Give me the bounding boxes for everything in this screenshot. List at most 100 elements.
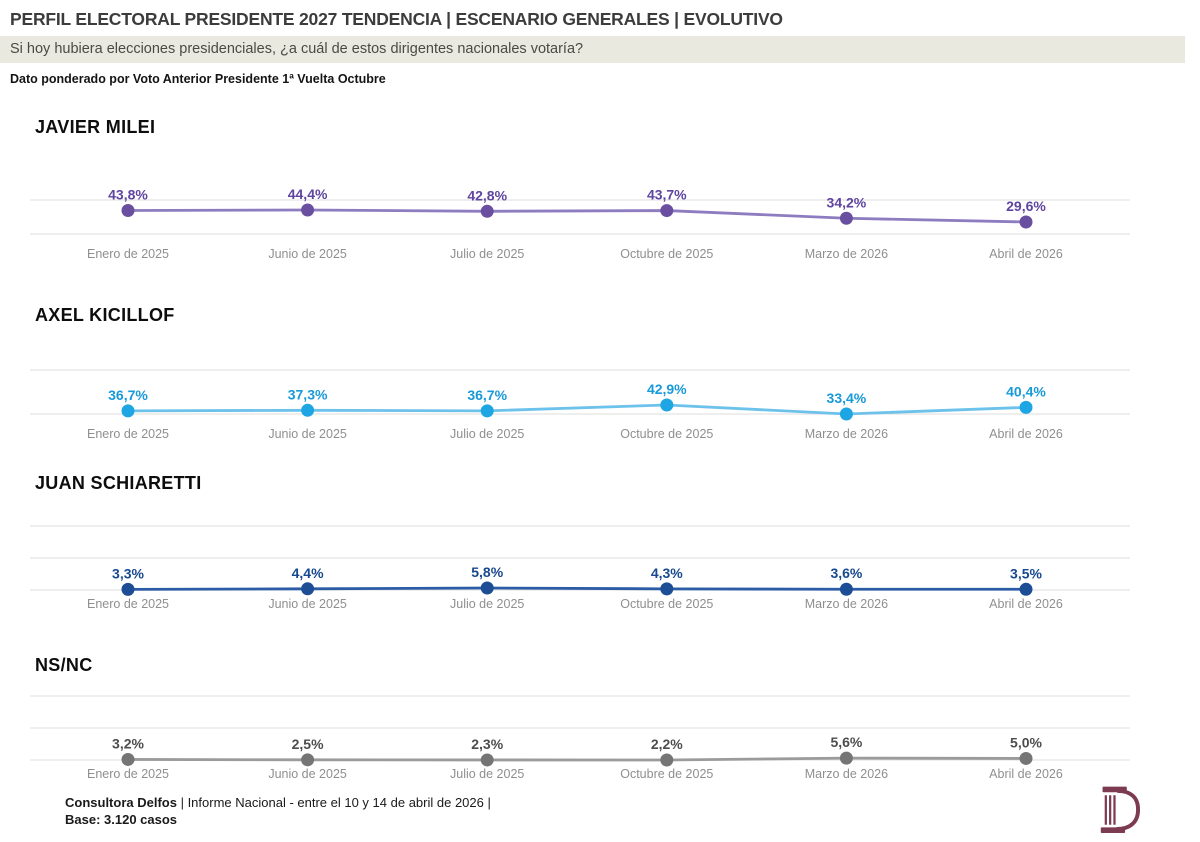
data-point xyxy=(839,211,853,225)
value-label: 4,3% xyxy=(651,565,683,581)
trend-line xyxy=(127,586,1027,591)
x-tick-label: Julio de 2025 xyxy=(450,427,524,441)
data-point xyxy=(839,582,853,596)
question-highlight-bar: Si hoy hubiera elecciones presidenciales… xyxy=(0,36,1185,63)
logo-d-bowl xyxy=(1116,788,1141,832)
trend-line xyxy=(127,756,1027,762)
value-label: 42,8% xyxy=(467,187,507,203)
base-line: Base: 3.120 casos xyxy=(65,811,1200,828)
chart-section-kicillof: AXEL KICILLOF 36,7% Enero de 2025 37,3% Jun… xyxy=(0,304,1200,462)
data-point xyxy=(480,753,494,767)
value-label: 2,5% xyxy=(292,736,324,752)
data-point xyxy=(660,753,674,767)
value-label: 43,8% xyxy=(108,186,148,202)
value-label: 36,7% xyxy=(467,387,507,403)
value-label: 2,3% xyxy=(471,736,503,752)
value-label: 5,8% xyxy=(471,564,503,580)
data-point xyxy=(301,582,315,596)
x-tick-label: Octubre de 2025 xyxy=(620,767,713,781)
x-tick-label: Enero de 2025 xyxy=(87,247,169,261)
data-point xyxy=(301,403,315,417)
data-point xyxy=(301,753,315,767)
chart-title-nsnc: NS/NC xyxy=(35,655,93,675)
delfos-column-d-logo-icon xyxy=(1100,786,1141,833)
value-label: 36,7% xyxy=(108,387,148,403)
data-point xyxy=(480,404,494,418)
weighting-note: Dato ponderado por Voto Anterior Preside… xyxy=(10,72,386,86)
x-tick-label: Julio de 2025 xyxy=(450,247,524,261)
value-label: 3,3% xyxy=(112,565,144,581)
x-tick-label: Enero de 2025 xyxy=(87,597,169,611)
x-tick-label: Abril de 2026 xyxy=(989,767,1063,781)
data-point xyxy=(1019,215,1033,229)
data-point xyxy=(1019,582,1033,596)
data-point xyxy=(480,204,494,218)
x-tick-label: Junio de 2025 xyxy=(268,427,347,441)
source-detail: | Informe Nacional - entre el 10 y 14 de… xyxy=(176,795,491,810)
chart-title-schiaretti: JUAN SCHIARETTI xyxy=(35,473,202,493)
data-point xyxy=(121,404,135,418)
value-label: 3,2% xyxy=(112,735,144,751)
data-point xyxy=(1019,400,1033,414)
source-footer: Consultora Delfos | Informe Nacional - e… xyxy=(65,794,1200,828)
data-point xyxy=(660,204,674,218)
x-tick-label: Junio de 2025 xyxy=(268,247,347,261)
x-tick-label: Enero de 2025 xyxy=(87,767,169,781)
data-point xyxy=(121,752,135,766)
source-line: Consultora Delfos | Informe Nacional - e… xyxy=(65,794,1200,811)
value-label: 5,0% xyxy=(1010,734,1042,750)
value-label: 40,4% xyxy=(1006,383,1046,399)
data-point xyxy=(839,407,853,421)
value-label: 3,5% xyxy=(1010,565,1042,581)
chart-section-schiaretti: JUAN SCHIARETTI 3,3% Enero de 2025 4,4% Jun… xyxy=(0,472,1200,620)
x-tick-label: Junio de 2025 xyxy=(268,597,347,611)
value-label: 44,4% xyxy=(288,186,328,202)
chart-section-nsnc: NS/NC 3,2% Enero de 2025 2,5% Junio de 2025… xyxy=(0,654,1200,790)
question-text: Si hoy hubiera elecciones presidenciales… xyxy=(10,41,584,57)
data-point xyxy=(660,398,674,412)
data-point xyxy=(660,582,674,596)
value-label: 43,7% xyxy=(647,187,687,203)
x-tick-label: Abril de 2026 xyxy=(989,597,1063,611)
data-point xyxy=(839,751,853,765)
source-name: Consultora Delfos xyxy=(65,795,177,810)
x-tick-label: Octubre de 2025 xyxy=(620,247,713,261)
x-tick-label: Abril de 2026 xyxy=(989,427,1063,441)
data-point xyxy=(121,582,135,596)
x-tick-label: Octubre de 2025 xyxy=(620,597,713,611)
x-tick-label: Octubre de 2025 xyxy=(620,427,713,441)
value-label: 3,6% xyxy=(830,565,862,581)
value-label: 29,6% xyxy=(1006,198,1046,214)
value-label: 2,2% xyxy=(651,736,683,752)
trend-chart-schiaretti: 3,3% Enero de 2025 4,4% Junio de 2025 5,8% Ju… xyxy=(30,525,1130,611)
chart-title-kicillof: AXEL KICILLOF xyxy=(35,305,175,325)
data-point xyxy=(301,203,315,217)
value-label: 42,9% xyxy=(647,381,687,397)
value-label: 34,2% xyxy=(827,194,867,210)
x-tick-label: Marzo de 2026 xyxy=(805,247,888,261)
chart-title-milei: JAVIER MILEI xyxy=(35,117,156,137)
trend-line xyxy=(127,208,1027,224)
chart-section-milei: JAVIER MILEI 43,8% Enero de 2025 44,4% Juni… xyxy=(0,116,1200,270)
value-label: 5,6% xyxy=(830,734,862,750)
x-tick-label: Marzo de 2026 xyxy=(805,767,888,781)
value-label: 37,3% xyxy=(288,386,328,402)
x-tick-label: Julio de 2025 xyxy=(450,597,524,611)
x-tick-label: Abril de 2026 xyxy=(989,247,1063,261)
value-label: 4,4% xyxy=(292,565,324,581)
page-title: PERFIL ELECTORAL PRESIDENTE 2027 TENDENC… xyxy=(10,9,783,29)
trend-line xyxy=(127,403,1027,416)
trend-chart-nsnc: 3,2% Enero de 2025 2,5% Junio de 2025 2,3% Ju… xyxy=(30,695,1130,781)
x-tick-label: Marzo de 2026 xyxy=(805,597,888,611)
data-point xyxy=(1019,751,1033,765)
x-tick-label: Junio de 2025 xyxy=(268,767,347,781)
logo-glyph xyxy=(1100,786,1127,833)
value-label: 33,4% xyxy=(827,390,867,406)
x-tick-label: Enero de 2025 xyxy=(87,427,169,441)
x-tick-label: Marzo de 2026 xyxy=(805,427,888,441)
trend-chart-kicillof: 36,7% Enero de 2025 37,3% Junio de 2025 36,7… xyxy=(30,369,1130,441)
data-point xyxy=(121,203,135,217)
x-tick-label: Julio de 2025 xyxy=(450,767,524,781)
base-text: Base: 3.120 casos xyxy=(65,812,178,827)
data-point xyxy=(480,581,494,595)
